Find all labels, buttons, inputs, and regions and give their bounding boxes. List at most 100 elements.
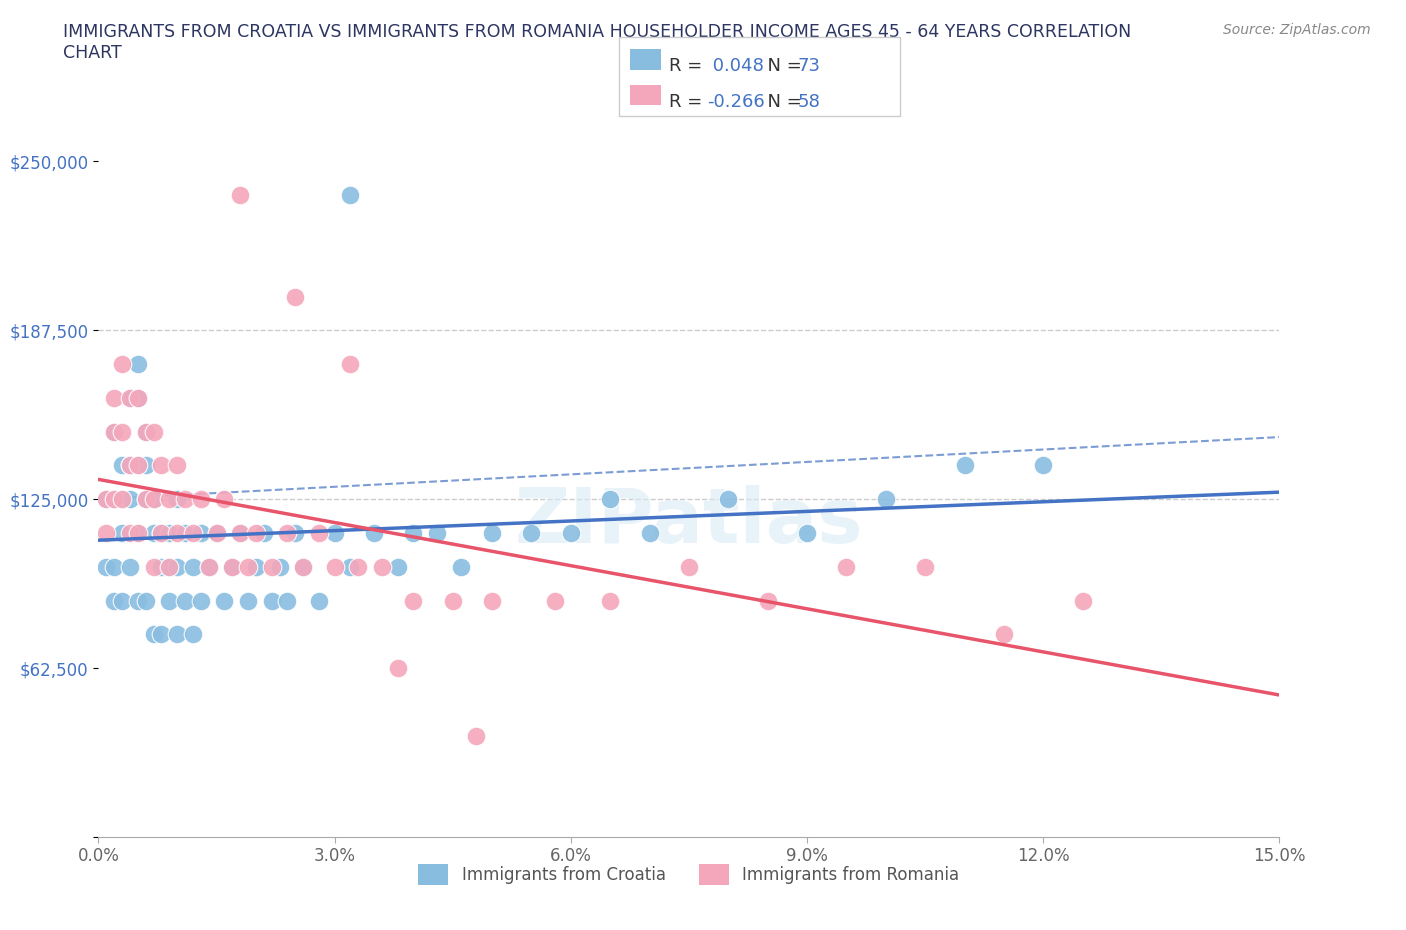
Point (142, 424, 165, 439)
Point (914, 559, 936, 574)
Point (756, 593, 779, 608)
Point (135, 458, 157, 472)
Text: R =: R = (669, 93, 709, 111)
Point (174, 593, 197, 608)
Point (127, 357, 149, 372)
Point (292, 559, 315, 574)
Point (197, 559, 219, 574)
Point (599, 593, 621, 608)
Point (481, 525, 503, 540)
Point (103, 424, 125, 439)
Point (481, 593, 503, 608)
Point (157, 559, 180, 574)
Point (174, 492, 197, 507)
Point (308, 593, 330, 608)
Point (387, 660, 409, 675)
Point (135, 424, 157, 439)
Point (323, 559, 346, 574)
Point (402, 593, 425, 608)
Point (426, 525, 449, 540)
Point (465, 728, 488, 743)
Point (157, 559, 180, 574)
Point (166, 458, 188, 472)
Point (520, 525, 543, 540)
Point (111, 492, 134, 507)
Point (638, 525, 661, 540)
Point (323, 525, 346, 540)
Point (118, 525, 141, 540)
Point (103, 492, 125, 507)
Point (205, 525, 228, 540)
Point (127, 458, 149, 472)
Point (835, 559, 858, 574)
Text: 58: 58 (797, 93, 820, 111)
Point (387, 559, 409, 574)
Point (190, 492, 212, 507)
Point (118, 492, 141, 507)
Point (142, 492, 165, 507)
Point (245, 559, 267, 574)
Point (127, 525, 149, 540)
Point (181, 627, 204, 642)
Point (245, 525, 267, 540)
Point (221, 559, 243, 574)
Point (111, 458, 134, 472)
Point (260, 559, 283, 574)
Point (157, 492, 180, 507)
Point (135, 424, 157, 439)
Point (796, 525, 818, 540)
Point (127, 525, 149, 540)
Point (96, 525, 118, 540)
Text: IMMIGRANTS FROM CROATIA VS IMMIGRANTS FROM ROMANIA HOUSEHOLDER INCOME AGES 45 - : IMMIGRANTS FROM CROATIA VS IMMIGRANTS FR… (63, 23, 1132, 62)
Point (135, 492, 157, 507)
Point (181, 525, 204, 540)
Point (269, 559, 291, 574)
Point (276, 593, 298, 608)
Point (229, 525, 252, 540)
Point (260, 593, 283, 608)
Legend: Immigrants from Croatia, Immigrants from Romania: Immigrants from Croatia, Immigrants from… (411, 857, 967, 893)
Point (142, 492, 165, 507)
Text: -0.266: -0.266 (707, 93, 765, 111)
Point (284, 525, 307, 540)
Point (166, 525, 188, 540)
Point (560, 525, 582, 540)
Point (678, 559, 700, 574)
Point (276, 525, 298, 540)
Point (166, 492, 188, 507)
Point (127, 458, 149, 472)
Point (118, 391, 141, 405)
Text: Source: ZipAtlas.com: Source: ZipAtlas.com (1223, 23, 1371, 37)
Point (127, 391, 149, 405)
Point (103, 492, 125, 507)
Point (103, 391, 125, 405)
Point (118, 458, 141, 472)
Point (111, 525, 134, 540)
Point (157, 525, 180, 540)
Point (142, 627, 165, 642)
Point (157, 593, 180, 608)
Point (236, 593, 259, 608)
Point (150, 525, 173, 540)
Point (229, 525, 252, 540)
Point (150, 559, 173, 574)
Point (875, 492, 897, 507)
Point (197, 559, 219, 574)
Point (599, 492, 621, 507)
Point (96, 559, 118, 574)
Point (118, 559, 141, 574)
Point (111, 593, 134, 608)
Point (135, 593, 157, 608)
Point (142, 559, 165, 574)
Point (96, 492, 118, 507)
Point (142, 525, 165, 540)
Point (127, 593, 149, 608)
Text: 0.048: 0.048 (707, 57, 763, 74)
Point (96, 492, 118, 507)
Point (717, 492, 740, 507)
Point (953, 458, 976, 472)
Point (111, 357, 134, 372)
Point (127, 391, 149, 405)
Point (150, 627, 173, 642)
Point (214, 492, 236, 507)
